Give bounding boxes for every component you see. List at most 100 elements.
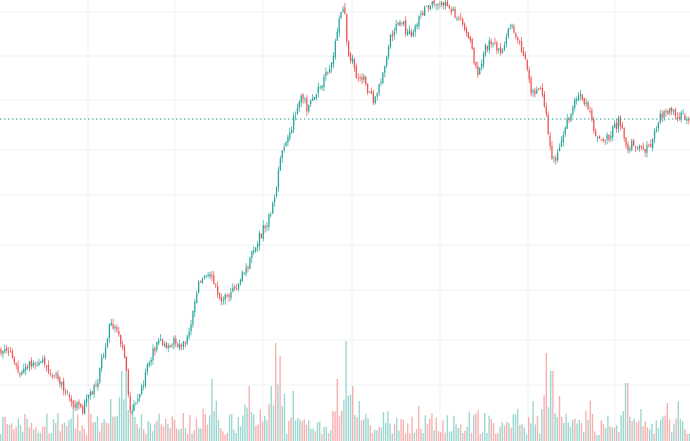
candle-body [560,140,563,147]
volume-bar [657,428,660,441]
candle-body [19,373,21,376]
candle-body [608,134,610,140]
candle-body [408,30,411,34]
volume-bar [66,426,68,441]
volume-bar [220,428,222,441]
volume-bar [365,413,367,441]
volume-bar [398,430,400,441]
candle-body [289,132,291,139]
candle-body [163,344,166,346]
candle-body [393,31,395,36]
volume-bar [259,409,261,441]
candle-body [236,288,238,290]
candle-body [112,323,114,329]
candle-body [76,402,78,409]
candle-body [26,366,29,368]
volume-bar [369,425,371,441]
volume-bar [171,416,173,441]
candle-body [108,324,110,339]
volume-bar [151,431,154,441]
candle-body [433,0,435,5]
candle-body [462,19,464,25]
volume-bar [532,401,534,441]
candle-body [505,36,507,45]
candle-body [528,70,530,80]
candle-body [152,348,154,361]
volume-bar [279,356,281,441]
candle-body [414,26,416,32]
candle-body [475,61,477,67]
candle-body [541,87,544,95]
volume-bar [83,428,85,441]
volume-bar [402,420,404,441]
volume-bar [215,400,217,441]
candle-body [144,372,147,386]
volume-bar [407,423,409,441]
volume-bar [226,433,228,441]
volume-bar [206,424,209,441]
volume-bar [440,431,442,441]
candle-body [110,322,112,326]
candle-body [179,343,181,349]
candle-body [598,136,601,139]
volume-bar [297,418,299,441]
volume-bar [253,414,255,441]
candle-body [114,326,116,329]
volume-bar [380,427,382,441]
volume-bar [303,419,305,441]
volume-bar [44,426,46,441]
candle-body [34,363,36,365]
volume-bar [444,432,446,441]
candle-body [538,88,540,90]
candle-body [264,225,266,229]
candle-body [330,62,333,69]
volume-bar [255,425,257,441]
candle-body [89,392,91,396]
volume-bar [275,343,277,441]
volume-bar [270,386,272,441]
candle-body [211,275,213,277]
candle-body [517,37,519,40]
candle-body [53,375,55,376]
volume-bar [193,430,195,441]
candle-body [509,28,511,30]
volume-bar [629,416,631,441]
candle-body [218,292,221,298]
candle-body [190,324,192,332]
volume-bar [561,416,563,441]
volume-bar [668,419,671,441]
volume-bar [158,413,160,441]
candle-body [63,380,65,391]
volume-bar [24,413,26,441]
volume-bar [600,420,602,441]
volume-bar [70,418,72,441]
volume-bar [420,428,422,441]
volume-bar [453,415,455,441]
volume-bar [167,424,169,441]
volume-bar [389,423,391,441]
volume-bar [250,411,253,441]
candle-body [562,135,564,142]
volume-bar [77,414,79,441]
candle-body [351,58,354,62]
candle-body [135,402,137,404]
candle-body [154,348,156,352]
candle-body [275,187,278,197]
volume-bar [635,422,638,441]
candle-body [68,395,70,398]
candle-body [291,130,293,133]
candle-body [443,3,445,6]
volume-bar [605,428,607,441]
candle-body [648,144,650,146]
candle-body [629,148,631,151]
candle-body [243,272,245,274]
candle-body [460,17,462,19]
candle-body [631,140,633,150]
candle-body [150,359,152,363]
candle-body [473,47,475,63]
candle-body [355,66,357,78]
candle-body [486,46,488,50]
